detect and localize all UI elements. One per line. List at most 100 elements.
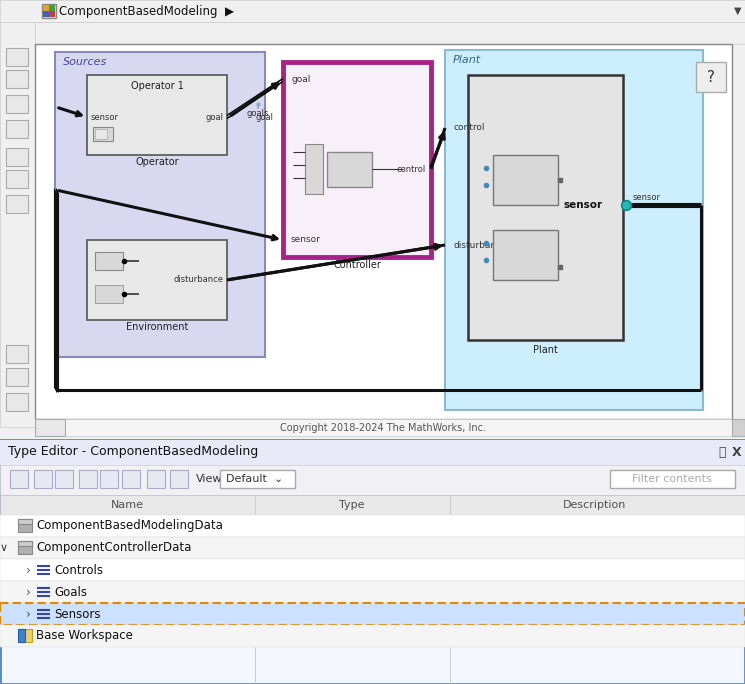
Bar [6,148,28,166]
Text: X: X [732,445,742,458]
Bar [6,95,28,113]
Bar [49,11,55,17]
Bar [0,537,745,559]
Bar [445,50,703,410]
Text: Default  ⌄: Default ⌄ [226,474,284,484]
Bar [0,581,745,603]
Bar [35,22,745,44]
Text: Environment: Environment [126,322,188,332]
Bar [18,519,32,524]
Bar [35,44,732,419]
Bar [79,470,97,488]
Bar [0,0,745,22]
Bar [95,252,123,270]
Bar [43,11,49,17]
Text: ›: › [25,586,31,598]
Text: disturbance: disturbance [453,241,507,250]
Bar [493,230,558,280]
Text: Plant: Plant [453,55,481,65]
Text: Controls: Controls [54,564,103,577]
Bar [18,541,32,554]
Text: sensor: sensor [633,192,661,202]
Bar [42,4,56,18]
Bar [468,75,623,340]
Bar [6,48,28,66]
Text: Sources: Sources [63,57,107,67]
Bar [0,495,745,515]
Text: goals: goals [247,109,269,118]
Text: goal: goal [255,112,273,122]
Bar [610,470,735,488]
Text: Operator 1: Operator 1 [130,81,183,91]
Bar [55,52,265,357]
Bar [220,470,295,488]
Bar [18,541,32,546]
Text: Type: Type [339,500,365,510]
Bar [493,155,558,205]
Text: ›: › [25,607,31,620]
Bar [6,345,28,363]
Bar [6,195,28,213]
Bar [305,144,323,194]
Bar [49,5,55,11]
Bar [100,470,118,488]
Text: Name: Name [110,500,144,510]
Bar [18,519,32,532]
Text: ∨: ∨ [0,543,8,553]
Bar [0,559,745,581]
Bar [696,62,726,92]
Bar [283,62,431,257]
Bar [87,75,227,155]
Bar [0,625,745,647]
Text: Controller: Controller [333,260,381,270]
Text: control: control [453,124,484,133]
Text: ?: ? [707,70,715,85]
Bar [35,419,65,436]
Bar [0,22,35,427]
Bar [95,285,123,303]
Text: sensor: sensor [564,200,603,210]
Bar [35,419,732,436]
Text: Filter contents: Filter contents [632,474,712,484]
Bar [0,515,745,537]
Bar [732,419,745,436]
Text: ▼: ▼ [735,6,742,16]
Text: ⓘ: ⓘ [718,445,726,458]
Bar [0,465,745,495]
Bar [55,470,73,488]
Text: Goals: Goals [54,586,87,598]
Text: disturbance: disturbance [173,276,223,285]
Text: View:: View: [196,474,226,484]
Text: Type Editor - ComponentBasedModeling: Type Editor - ComponentBasedModeling [8,445,259,458]
Text: Operator: Operator [135,157,179,167]
Bar [6,120,28,138]
Bar [43,5,49,11]
Text: Base Workspace: Base Workspace [36,629,133,642]
Text: sensor: sensor [291,235,321,244]
Text: Copyright 2018-2024 The MathWorks, Inc.: Copyright 2018-2024 The MathWorks, Inc. [280,423,486,433]
Text: control: control [397,164,426,174]
Bar [170,470,188,488]
Bar [10,470,28,488]
Text: goal: goal [291,75,311,85]
Text: Description: Description [563,500,627,510]
Text: Plant: Plant [533,345,557,355]
Bar [0,0,745,440]
Bar [93,127,113,141]
Bar [87,240,227,320]
Bar [6,70,28,88]
Bar [122,470,140,488]
Text: goal: goal [205,112,223,122]
Text: ComponentBasedModeling  ▶: ComponentBasedModeling ▶ [59,5,234,18]
Text: ›: › [25,564,31,577]
Bar [147,470,165,488]
Bar [0,440,745,684]
Bar [6,368,28,386]
Text: ComponentBasedModelingData: ComponentBasedModelingData [36,520,223,533]
Bar [34,470,52,488]
Bar [95,129,107,139]
Text: Sensors: Sensors [54,607,101,620]
Bar [18,629,25,642]
Bar [6,170,28,188]
Text: ComponentControllerData: ComponentControllerData [36,542,191,555]
